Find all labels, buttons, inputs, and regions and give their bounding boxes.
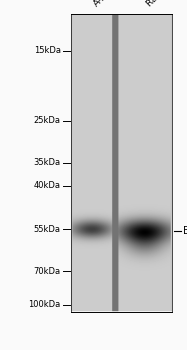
Text: 100kDa: 100kDa — [29, 300, 61, 309]
Text: 35kDa: 35kDa — [34, 158, 61, 167]
Text: A-549: A-549 — [92, 0, 117, 9]
Text: 70kDa: 70kDa — [34, 267, 61, 276]
Text: 25kDa: 25kDa — [34, 116, 61, 125]
Text: 40kDa: 40kDa — [34, 181, 61, 190]
Text: Rat heart: Rat heart — [145, 0, 181, 9]
Text: 15kDa: 15kDa — [34, 46, 61, 55]
Text: 55kDa: 55kDa — [34, 225, 61, 234]
Text: BAMBI: BAMBI — [183, 226, 187, 236]
